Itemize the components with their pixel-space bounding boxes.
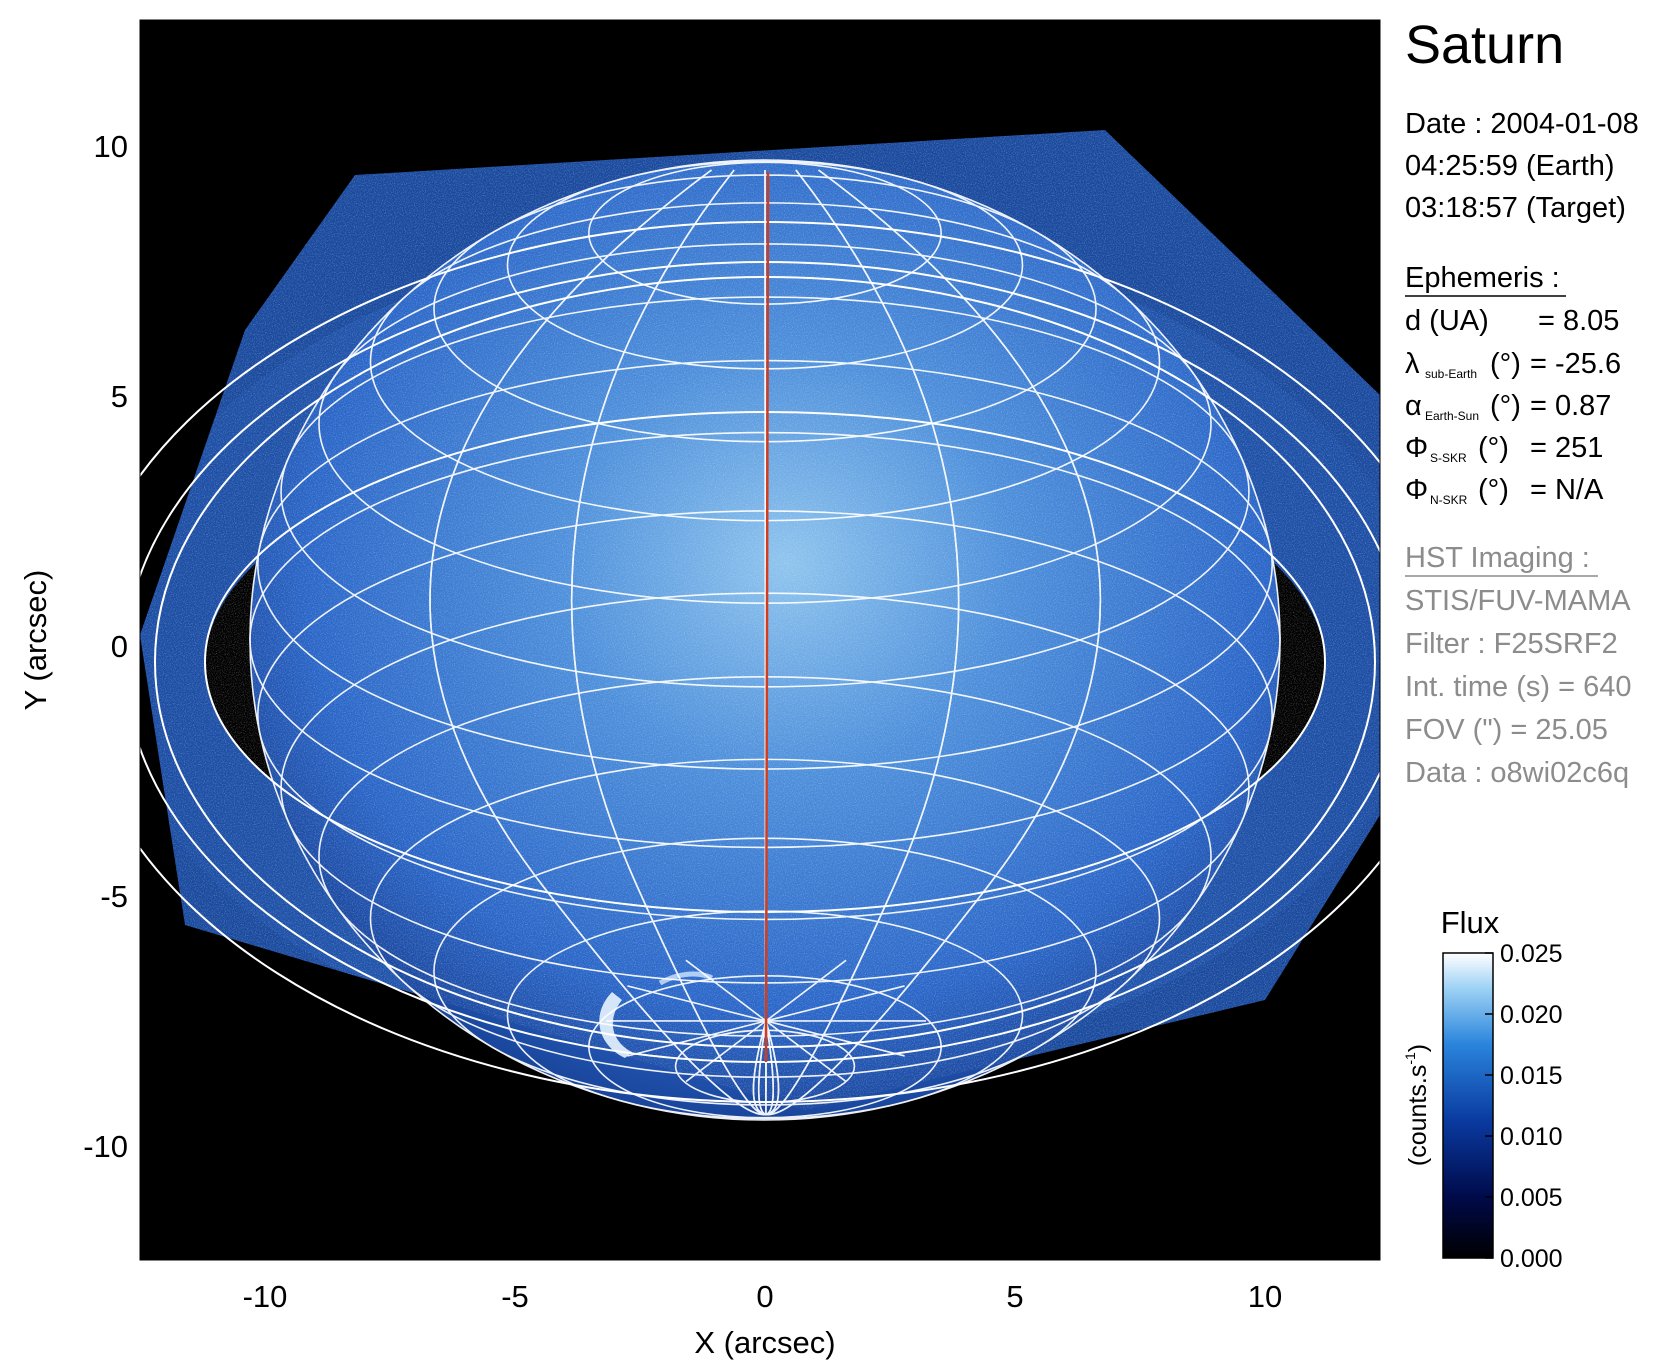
saturn-image	[139, 19, 1381, 1261]
phi-s-subscript: S-SKR	[1430, 451, 1467, 465]
svg-text:(counts.s-1): (counts.s-1)	[1402, 1044, 1432, 1166]
ephemeris-heading: Ephemeris :	[1405, 262, 1560, 294]
distance-value: = 8.05	[1538, 305, 1619, 337]
colorbar-gradient	[1442, 952, 1494, 1259]
phi-s-symbol: Φ	[1405, 432, 1428, 464]
y-tick-label: -10	[83, 1129, 128, 1164]
lambda-subscript: sub-Earth	[1425, 367, 1477, 381]
polar-ray	[765, 959, 847, 1022]
lambda-value: = -25.6	[1530, 348, 1621, 380]
x-tick-label: -5	[501, 1279, 529, 1314]
y-tick-label: 10	[94, 129, 128, 164]
polar-ray	[685, 1020, 767, 1083]
colorbar-tick-label: 0.005	[1500, 1184, 1563, 1212]
y-tick-label: 0	[111, 629, 128, 664]
colorbar-tick-label: 0.025	[1500, 940, 1563, 968]
x-axis-label: X (arcsec)	[694, 1325, 835, 1360]
hst-filter: Filter : F25SRF2	[1405, 628, 1618, 660]
central-meridian	[764, 171, 770, 1063]
polar-ray	[685, 959, 767, 1022]
hst-fov: FOV (") = 25.05	[1405, 714, 1608, 746]
date-block: Date : 2004-01-08 04:25:59 (Earth) 03:18…	[1405, 108, 1639, 224]
phi-s-value: = 251	[1530, 432, 1603, 464]
colorbar-tick-label: 0.015	[1500, 1062, 1563, 1090]
colorbar-title: Flux	[1441, 905, 1500, 940]
lambda-unit: (°)	[1490, 348, 1521, 380]
polar-ray	[765, 1020, 847, 1083]
hst-instrument: STIS/FUV-MAMA	[1405, 585, 1631, 617]
alpha-subscript: Earth-Sun	[1425, 409, 1479, 423]
x-tick-label: -10	[243, 1279, 288, 1314]
polar-ray	[627, 1020, 767, 1057]
lambda-symbol: λ	[1405, 348, 1420, 380]
ring-outline	[140, 221, 1380, 1103]
distance-label: d (UA)	[1405, 305, 1489, 337]
polar-ray	[627, 985, 767, 1022]
aurora-arc	[599, 992, 632, 1058]
phi-n-subscript: N-SKR	[1430, 493, 1468, 507]
noise-texture	[140, 130, 1380, 1110]
phi-s-unit: (°)	[1478, 432, 1509, 464]
hst-heading: HST Imaging :	[1405, 542, 1590, 574]
x-tick-label: 10	[1248, 1279, 1282, 1314]
phi-n-symbol: Φ	[1405, 474, 1428, 506]
hst-data-id: Data : o8wi02c6q	[1405, 757, 1629, 789]
phi-n-unit: (°)	[1478, 474, 1509, 506]
hst-block: HST Imaging : STIS/FUV-MAMA Filter : F25…	[1405, 542, 1631, 789]
y-axis: 10 5 0 -5 -10 Y (arcsec)	[18, 129, 128, 1164]
planet-title: Saturn	[1405, 15, 1564, 75]
y-axis-label: Y (arcsec)	[18, 570, 53, 711]
colorbar-unit-superscript: -1	[1402, 1052, 1418, 1065]
polar-ray	[765, 985, 905, 1022]
alpha-unit: (°)	[1490, 390, 1521, 422]
earth-time-line: 04:25:59 (Earth)	[1405, 150, 1615, 182]
alpha-value: = 0.87	[1530, 390, 1611, 422]
longitude-line	[429, 169, 780, 1116]
colorbar-unit-close: )	[1404, 1044, 1432, 1052]
colorbar-tick-label: 0.020	[1500, 1001, 1563, 1029]
alpha-symbol: α	[1405, 390, 1422, 422]
colorbar-ticks: 0.025 0.020 0.015 0.010 0.005 0.000	[1485, 940, 1563, 1273]
colorbar-unit: (counts.s-1)	[1402, 1044, 1432, 1166]
y-tick-label: -5	[100, 879, 128, 914]
colorbar-tick-label: 0.010	[1500, 1123, 1563, 1151]
colorbar: Flux 0.025 0.020 0.015 0.010 0.005 0.000 (cou…	[1402, 905, 1563, 1273]
polar-ray	[765, 1020, 905, 1057]
x-tick-label: 0	[756, 1279, 773, 1314]
colorbar-unit-label: (counts.s	[1404, 1065, 1432, 1166]
x-tick-label: 5	[1006, 1279, 1023, 1314]
x-axis: -10 -5 0 5 10 X (arcsec)	[243, 1279, 1283, 1360]
y-tick-label: 5	[111, 379, 128, 414]
date-line: Date : 2004-01-08	[1405, 108, 1639, 140]
ring-outline	[140, 261, 1380, 1063]
ephemeris-block: Ephemeris : d (UA) = 8.05 λ sub-Earth (°…	[1405, 262, 1621, 507]
ring-outline	[204, 411, 1326, 913]
hst-int-time: Int. time (s) = 640	[1405, 671, 1631, 703]
colorbar-tick-label: 0.000	[1500, 1245, 1563, 1273]
phi-n-value: = N/A	[1530, 474, 1604, 506]
target-time-line: 03:18:57 (Target)	[1405, 192, 1626, 224]
